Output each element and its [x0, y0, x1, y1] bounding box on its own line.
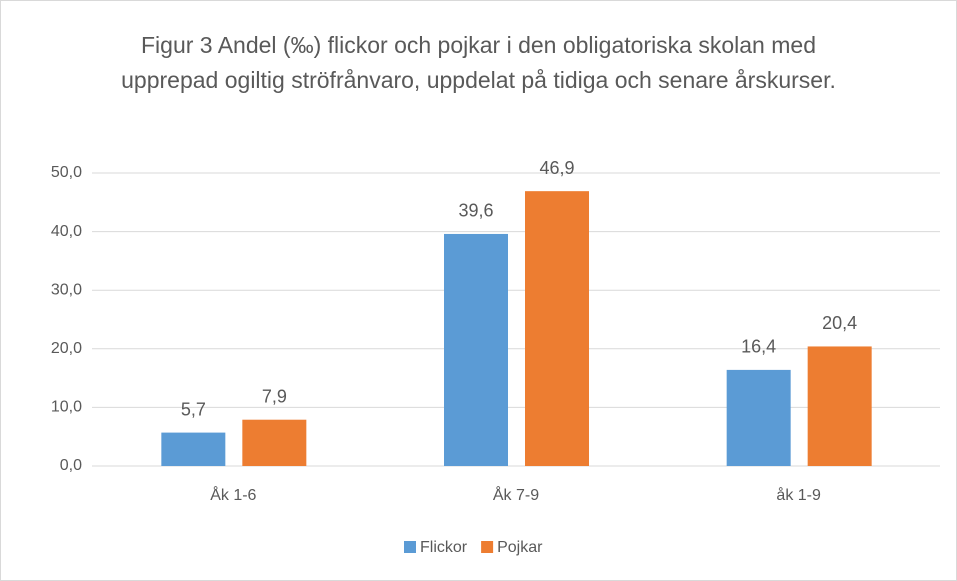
y-tick-label: 50,0 [51, 164, 82, 181]
value-label: 20,4 [822, 313, 857, 333]
legend-label: Flickor [420, 539, 468, 556]
value-label: 7,9 [262, 386, 287, 406]
y-tick-label: 40,0 [51, 223, 82, 240]
x-tick-label: åk 1-9 [776, 486, 821, 504]
y-tick-label: 20,0 [51, 340, 82, 357]
x-tick-label: Åk 1-6 [210, 485, 256, 504]
bar [726, 369, 791, 466]
y-tick-label: 30,0 [51, 281, 82, 298]
bar [444, 233, 508, 466]
y-tick-label: 0,0 [60, 457, 82, 474]
bar [161, 432, 226, 466]
value-label: 16,4 [741, 337, 776, 357]
bar [525, 191, 589, 466]
legend-swatch [481, 541, 494, 553]
value-label: 46,9 [539, 158, 574, 178]
chart-title: Figur 3 Andel (‰) flickor och pojkar i d… [121, 32, 836, 93]
value-label: 39,6 [458, 201, 493, 221]
legend-swatch [404, 541, 416, 553]
legend-label: Pojkar [497, 539, 543, 556]
bar [242, 419, 307, 466]
y-tick-label: 10,0 [51, 399, 82, 416]
value-label: 5,7 [181, 399, 206, 419]
x-tick-label: Åk 7-9 [493, 485, 539, 504]
bar [807, 346, 872, 466]
